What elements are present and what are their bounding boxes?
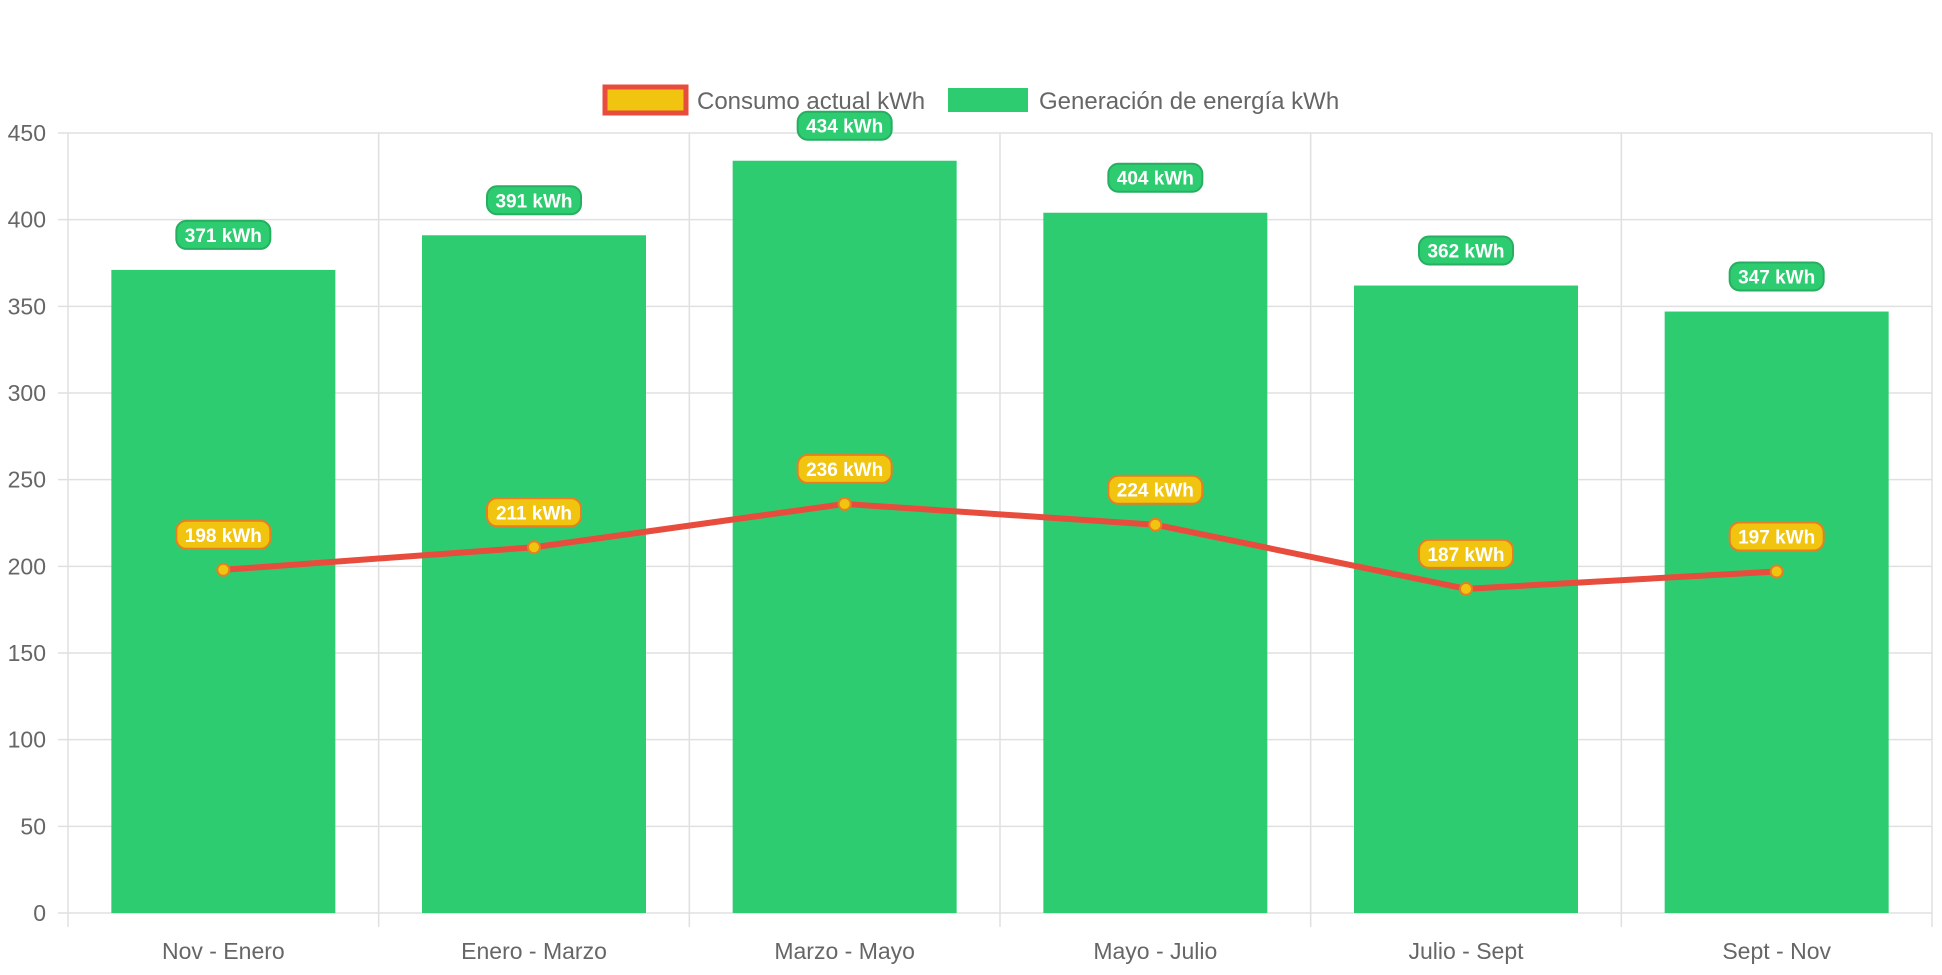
y-tick-label: 300 xyxy=(8,380,46,406)
point-consumo xyxy=(527,540,541,555)
bar-data-label: 434 kWh xyxy=(806,117,883,138)
bar-data-label: 404 kWh xyxy=(1117,169,1194,190)
bar-generacion xyxy=(422,235,646,913)
y-tick-label: 50 xyxy=(20,813,46,839)
bar-generacion xyxy=(1354,285,1578,913)
legend-swatch-generacion xyxy=(948,88,1028,112)
bar-data-label-box xyxy=(1418,235,1514,266)
legend-swatch-consumo xyxy=(602,84,689,116)
y-tick-label: 400 xyxy=(8,207,46,233)
data-labels: 371 kWh 391 kWh 434 kWh 404 kWh 362 kWh 347 k… xyxy=(175,110,1825,569)
bar-data-label-box xyxy=(796,110,893,141)
line-data-label-box xyxy=(796,453,893,484)
line-data-label: 224 kWh xyxy=(1117,481,1194,502)
bar-generacion xyxy=(111,269,336,913)
legend-label-generacion: Generación de energía kWh xyxy=(1039,88,1339,115)
bar-data-label: 391 kWh xyxy=(495,191,572,212)
point-consumo xyxy=(837,496,852,511)
line-data-label: 198 kWh xyxy=(185,526,262,547)
y-tick-label: 250 xyxy=(8,467,46,493)
bar-data-label: 347 kWh xyxy=(1738,268,1815,289)
point-consumo xyxy=(216,562,231,577)
bar-generacion xyxy=(732,160,957,913)
x-tick-label: Marzo - Mayo xyxy=(774,938,915,964)
y-tick-label: 150 xyxy=(8,640,46,666)
y-tick-label: 100 xyxy=(8,727,46,753)
point-consumo xyxy=(1769,564,1784,579)
bar-data-label-box xyxy=(1728,261,1825,292)
line-series xyxy=(216,496,1784,596)
x-tick-label: Enero - Marzo xyxy=(461,938,607,964)
bar-data-label: 371 kWh xyxy=(185,226,262,247)
line-data-label: 187 kWh xyxy=(1427,545,1504,566)
axes: 0 50 100 150 200 250 300 350 400 450 Nov - Enero En… xyxy=(8,120,1832,964)
legend-item-generacion[interactable]: Generación de energía kWh xyxy=(948,88,1339,115)
y-tick-label: 350 xyxy=(8,293,46,319)
bar-data-label-box xyxy=(1107,162,1204,193)
line-data-label-box xyxy=(1728,521,1825,552)
bar-data-label-box xyxy=(175,219,272,250)
line-data-label: 236 kWh xyxy=(806,460,883,481)
point-consumo xyxy=(1148,517,1163,532)
line-data-label: 211 kWh xyxy=(496,503,572,524)
line-consumo xyxy=(220,500,1780,592)
line-data-label-box xyxy=(1107,474,1204,505)
x-tick-label: Mayo - Julio xyxy=(1093,938,1217,964)
legend-label-consumo: Consumo actual kWh xyxy=(697,88,925,115)
line-data-label-box xyxy=(486,497,582,528)
x-tick-label: Nov - Enero xyxy=(162,938,285,964)
bar-data-label: 362 kWh xyxy=(1427,242,1504,263)
line-data-label-box xyxy=(1418,538,1514,569)
x-tick-label: Julio - Sept xyxy=(1408,938,1524,964)
line-data-label-box xyxy=(175,519,272,550)
bar-data-label-box xyxy=(486,185,582,216)
x-tick-label: Sept - Nov xyxy=(1722,938,1831,964)
bar-generacion xyxy=(1043,212,1268,913)
point-consumo xyxy=(1459,581,1473,596)
line-data-label: 197 kWh xyxy=(1738,528,1815,549)
y-tick-label: 200 xyxy=(8,553,46,579)
legend: Consumo actual kWh Generación de energía… xyxy=(602,84,1339,116)
y-tick-label: 0 xyxy=(33,900,46,926)
y-tick-label: 450 xyxy=(8,120,46,146)
legend-item-consumo[interactable]: Consumo actual kWh xyxy=(602,84,925,116)
bar-generacion xyxy=(1664,311,1889,913)
grid-lines xyxy=(58,132,1933,927)
bar-series xyxy=(111,160,1889,913)
